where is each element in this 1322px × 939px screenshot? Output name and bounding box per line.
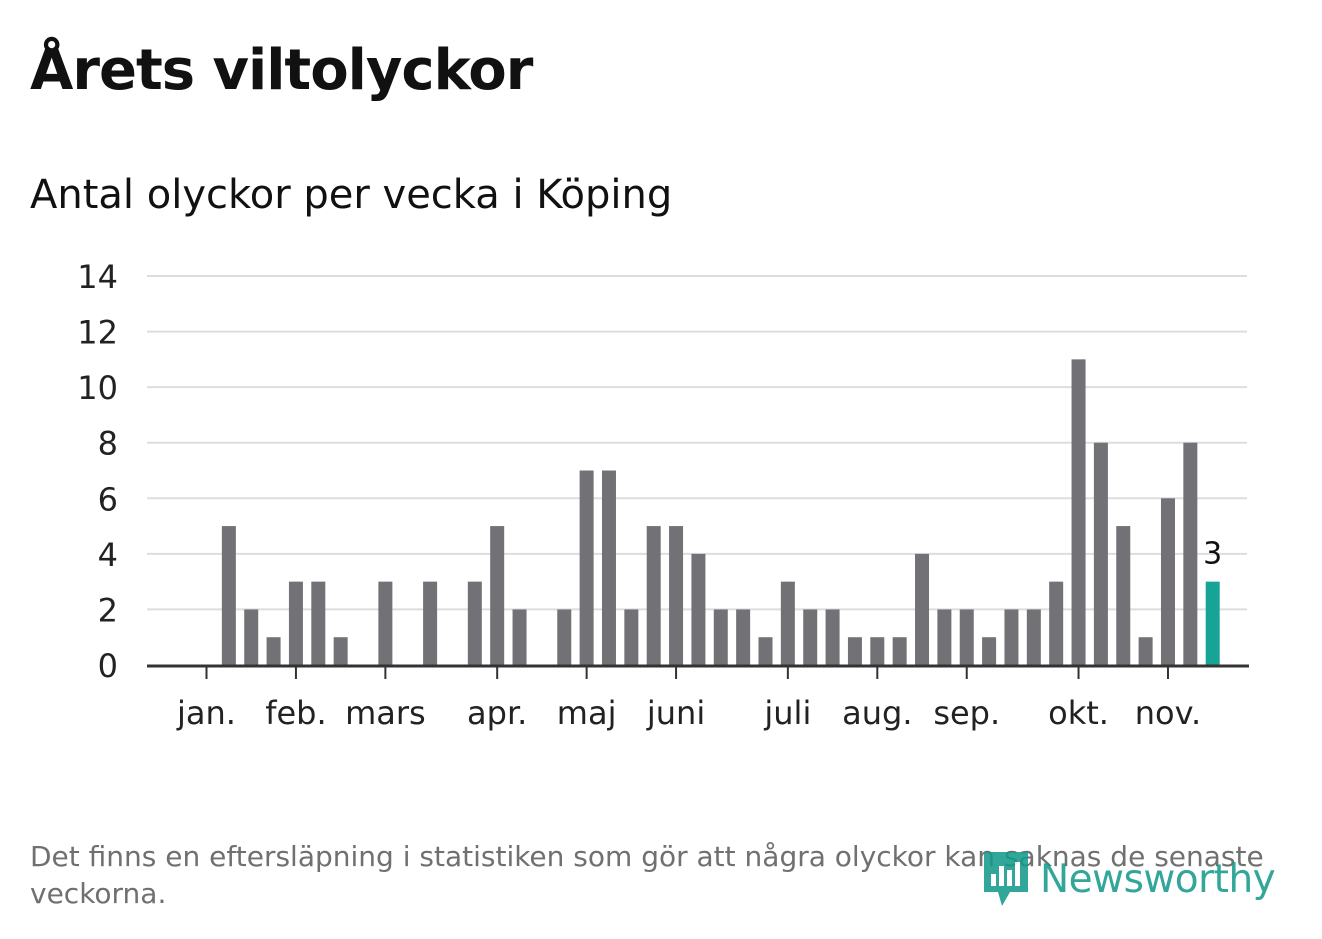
bar <box>736 609 751 665</box>
bar-chart: 0 2 4 6 8 10 12 14 3 jan. feb. mars apr. maj juni juli a… <box>77 258 1249 732</box>
bar <box>288 581 303 665</box>
bar <box>423 581 438 665</box>
bar <box>221 526 236 665</box>
bar <box>803 609 818 665</box>
bar <box>601 470 616 665</box>
y-tick-label: 14 <box>77 258 118 296</box>
bar <box>892 637 907 665</box>
x-tick-label: apr. <box>467 694 527 732</box>
bar <box>266 637 281 665</box>
bar <box>758 637 773 665</box>
x-tick-label: okt. <box>1048 694 1109 732</box>
footnote: Det finns en eftersläpning i statistiken… <box>30 840 1264 910</box>
y-tick-label: 6 <box>98 480 118 518</box>
bar <box>915 553 930 665</box>
x-tick-label: mars <box>345 694 426 732</box>
bar <box>1116 526 1131 665</box>
bar <box>1160 498 1175 665</box>
bar <box>1071 359 1086 665</box>
bar <box>244 609 259 665</box>
bar <box>691 553 706 665</box>
bar <box>646 526 661 665</box>
logo-text: Newsworthy <box>1040 856 1276 902</box>
chart-title: Årets viltolyckor <box>30 38 533 103</box>
grid-lines <box>147 275 1247 611</box>
y-tick-label: 10 <box>77 369 118 407</box>
chart-subtitle: Antal olyckor per vecka i Köping <box>30 172 673 218</box>
x-tick-label: nov. <box>1135 694 1201 732</box>
bar <box>579 470 594 665</box>
highlighted-bar <box>1205 581 1220 665</box>
bar <box>959 609 974 665</box>
x-tick-label: juli <box>763 694 811 732</box>
newsworthy-logo[interactable]: Newsworthy <box>980 848 1276 910</box>
bar <box>713 609 728 665</box>
x-tick-label: maj <box>557 694 617 732</box>
bars <box>221 359 1220 665</box>
x-tick-label: aug. <box>842 694 912 732</box>
y-tick-label: 0 <box>98 647 118 685</box>
bar <box>937 609 952 665</box>
y-tick-label: 4 <box>98 536 118 574</box>
bar <box>1093 442 1108 665</box>
highlight-value-label: 3 <box>1203 537 1222 572</box>
bar <box>982 637 997 665</box>
labels: 0 2 4 6 8 10 12 14 3 jan. feb. mars apr. maj juni juli a… <box>77 258 1222 732</box>
bar <box>780 581 795 665</box>
x-tick-label: sep. <box>933 694 1000 732</box>
x-axis <box>147 664 1249 679</box>
bar <box>557 609 572 665</box>
bar <box>512 609 527 665</box>
x-tick-label: juni <box>646 694 705 732</box>
bar <box>467 581 482 665</box>
bar <box>825 609 840 665</box>
y-tick-label: 12 <box>77 314 118 352</box>
bar <box>624 609 639 665</box>
x-tick-label: feb. <box>265 694 326 732</box>
y-tick-label: 2 <box>98 591 118 629</box>
bar <box>1026 609 1041 665</box>
bar <box>1138 637 1153 665</box>
newsworthy-chart-bubble-icon <box>984 852 1028 906</box>
bar <box>870 637 885 665</box>
bar <box>847 637 862 665</box>
bar <box>490 526 505 665</box>
bar <box>1004 609 1019 665</box>
y-tick-label: 8 <box>98 425 118 463</box>
bar <box>1049 581 1064 665</box>
bar <box>1183 442 1198 665</box>
bar <box>669 526 684 665</box>
bar <box>333 637 348 665</box>
x-tick-label: jan. <box>176 694 236 732</box>
bar <box>378 581 393 665</box>
bar <box>311 581 326 665</box>
